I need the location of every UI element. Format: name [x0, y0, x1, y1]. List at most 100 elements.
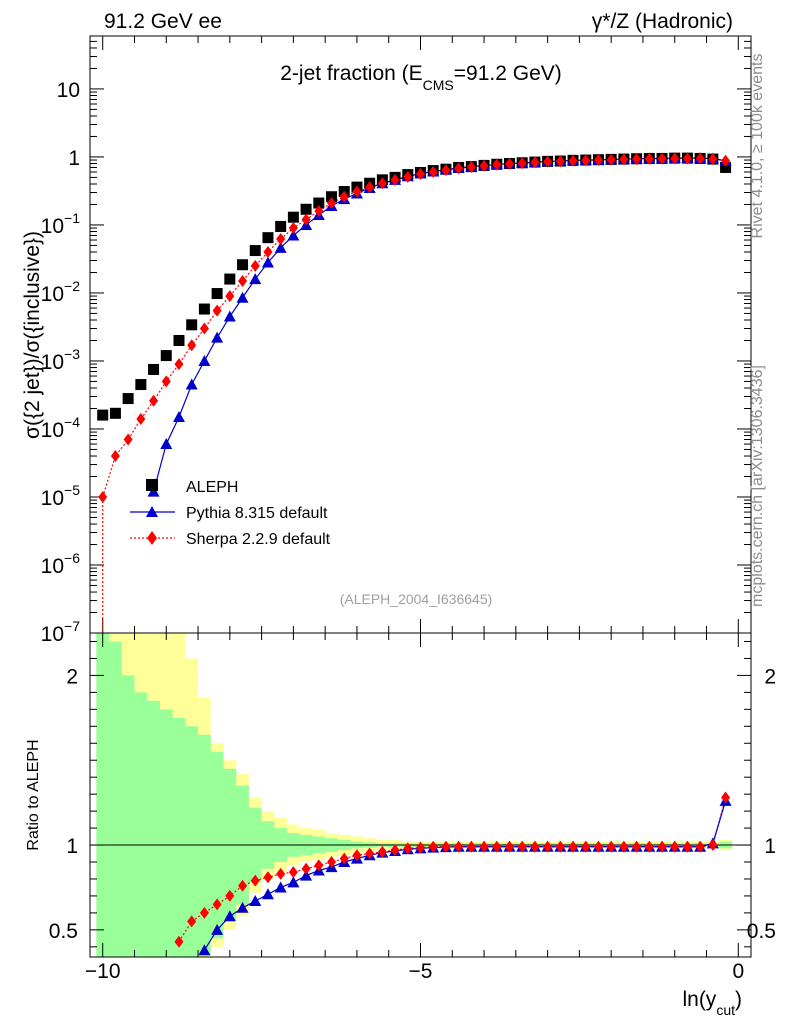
sherpa-ratio-point	[530, 840, 540, 853]
header-right-label: γ*/Z (Hadronic)	[592, 10, 733, 33]
sherpa-point	[161, 375, 171, 388]
sherpa-point	[390, 173, 400, 186]
sherpa-point	[543, 155, 553, 168]
mcplots-reference-label: mcplots.cern.ch [arXiv:1306.3436]	[749, 365, 766, 607]
sherpa-point	[314, 205, 324, 218]
sherpa-ratio-point	[365, 847, 375, 860]
x-tick-label: −5	[409, 960, 433, 983]
sherpa-point	[149, 394, 159, 407]
pythia-ratio-point	[211, 923, 224, 935]
header-left-label: 91.2 GeV ee	[104, 10, 222, 33]
sherpa-point	[466, 161, 476, 174]
legend-aleph-marker	[146, 479, 158, 491]
sherpa-ratio-point	[301, 862, 311, 875]
aleph-point	[249, 245, 261, 257]
sherpa-point	[632, 153, 642, 166]
x-tick-label: −10	[85, 960, 121, 983]
pythia-ratio-point	[198, 944, 211, 956]
pythia-point	[274, 241, 287, 253]
sherpa-ratio-point	[352, 849, 362, 862]
y-tick-label: 10−4	[41, 414, 81, 442]
sherpa-point	[581, 154, 591, 167]
sherpa-point	[492, 158, 502, 171]
y-tick-label: 10	[57, 79, 80, 102]
legend: ALEPH Pythia 8.315 default Sherpa 2.2.9 …	[130, 479, 331, 548]
aleph-point	[148, 363, 160, 375]
sherpa-ratio-point	[416, 841, 425, 854]
y-tick-label: 10−6	[41, 550, 81, 578]
sherpa-ratio-point	[390, 844, 400, 857]
sherpa-ratio-point	[187, 915, 197, 928]
sherpa-ratio-point	[288, 866, 298, 879]
sherpa-ratio-point	[327, 856, 337, 869]
sherpa-point	[301, 213, 311, 226]
pythia-point	[198, 354, 211, 366]
aleph-point	[211, 288, 223, 300]
analysis-watermark: (ALEPH_2004_I636645)	[340, 591, 493, 607]
sherpa-point	[555, 155, 565, 168]
aleph-point	[198, 303, 210, 315]
pythia-point	[236, 291, 249, 303]
sherpa-ratio-point	[504, 840, 514, 853]
aleph-point	[173, 334, 185, 346]
ratio-y-axis-label: Ratio to ALEPH	[25, 739, 42, 850]
sherpa-point	[479, 159, 489, 172]
sherpa-ratio-point	[238, 879, 248, 892]
sherpa-point	[187, 339, 197, 352]
sherpa-point	[225, 290, 235, 303]
sherpa-point	[110, 450, 120, 463]
legend-sherpa-label: Sherpa 2.2.9 default	[186, 531, 331, 548]
pythia-ratio-point	[274, 881, 287, 893]
sherpa-point	[657, 152, 667, 165]
sherpa-ratio-point	[441, 840, 451, 853]
sherpa-ratio-point	[670, 840, 680, 853]
sherpa-ratio-point	[632, 840, 642, 853]
aleph-point	[262, 232, 274, 244]
pythia-point	[211, 331, 224, 343]
sherpa-point	[98, 490, 108, 503]
ratio-data-layer	[174, 791, 732, 956]
aleph-point	[720, 161, 732, 173]
sherpa-point	[517, 157, 527, 170]
sherpa-ratio-point	[581, 840, 591, 853]
aleph-point	[97, 409, 109, 421]
sherpa-point	[708, 153, 718, 166]
pythia-point	[261, 256, 274, 268]
aleph-point	[300, 203, 312, 215]
legend-pythia-label: Pythia 8.315 default	[186, 505, 328, 522]
pythia-ratio-point	[223, 910, 236, 922]
sherpa-point	[682, 152, 692, 165]
aleph-point	[224, 273, 236, 285]
legend-aleph-label: ALEPH	[186, 479, 238, 496]
sherpa-ratio-point	[314, 859, 324, 872]
sherpa-point	[568, 154, 578, 167]
aleph-point	[109, 407, 121, 419]
sherpa-ratio-point	[377, 845, 387, 858]
pythia-ratio-point	[261, 888, 274, 900]
sherpa-point	[263, 246, 273, 259]
sherpa-point	[199, 322, 209, 335]
rivet-version-label: Rivet 4.1.0, ≥ 100k events	[749, 54, 766, 239]
sherpa-ratio-point	[199, 906, 209, 919]
pythia-point	[223, 310, 236, 322]
main-data-layer	[97, 152, 732, 633]
sherpa-point	[238, 274, 248, 287]
sherpa-point	[377, 177, 387, 190]
sherpa-point	[327, 197, 337, 210]
sherpa-point	[352, 185, 362, 198]
sherpa-point	[416, 168, 425, 181]
pythia-point	[147, 485, 160, 497]
sherpa-point	[695, 152, 705, 165]
ratio-tick-label-right: 1	[764, 835, 776, 858]
y-tick-label: 1	[68, 147, 80, 170]
sherpa-ratio-point	[657, 840, 667, 853]
x-axis-label: ln(ycut)	[682, 988, 742, 1018]
pythia-ratio-point	[249, 895, 262, 907]
sherpa-ratio-point	[174, 935, 184, 948]
sherpa-point	[339, 190, 349, 203]
sherpa-ratio-point	[466, 840, 476, 853]
ratio-tick-label-right: 0.5	[747, 920, 776, 943]
pythia-point	[172, 410, 185, 422]
sherpa-point	[721, 154, 731, 167]
